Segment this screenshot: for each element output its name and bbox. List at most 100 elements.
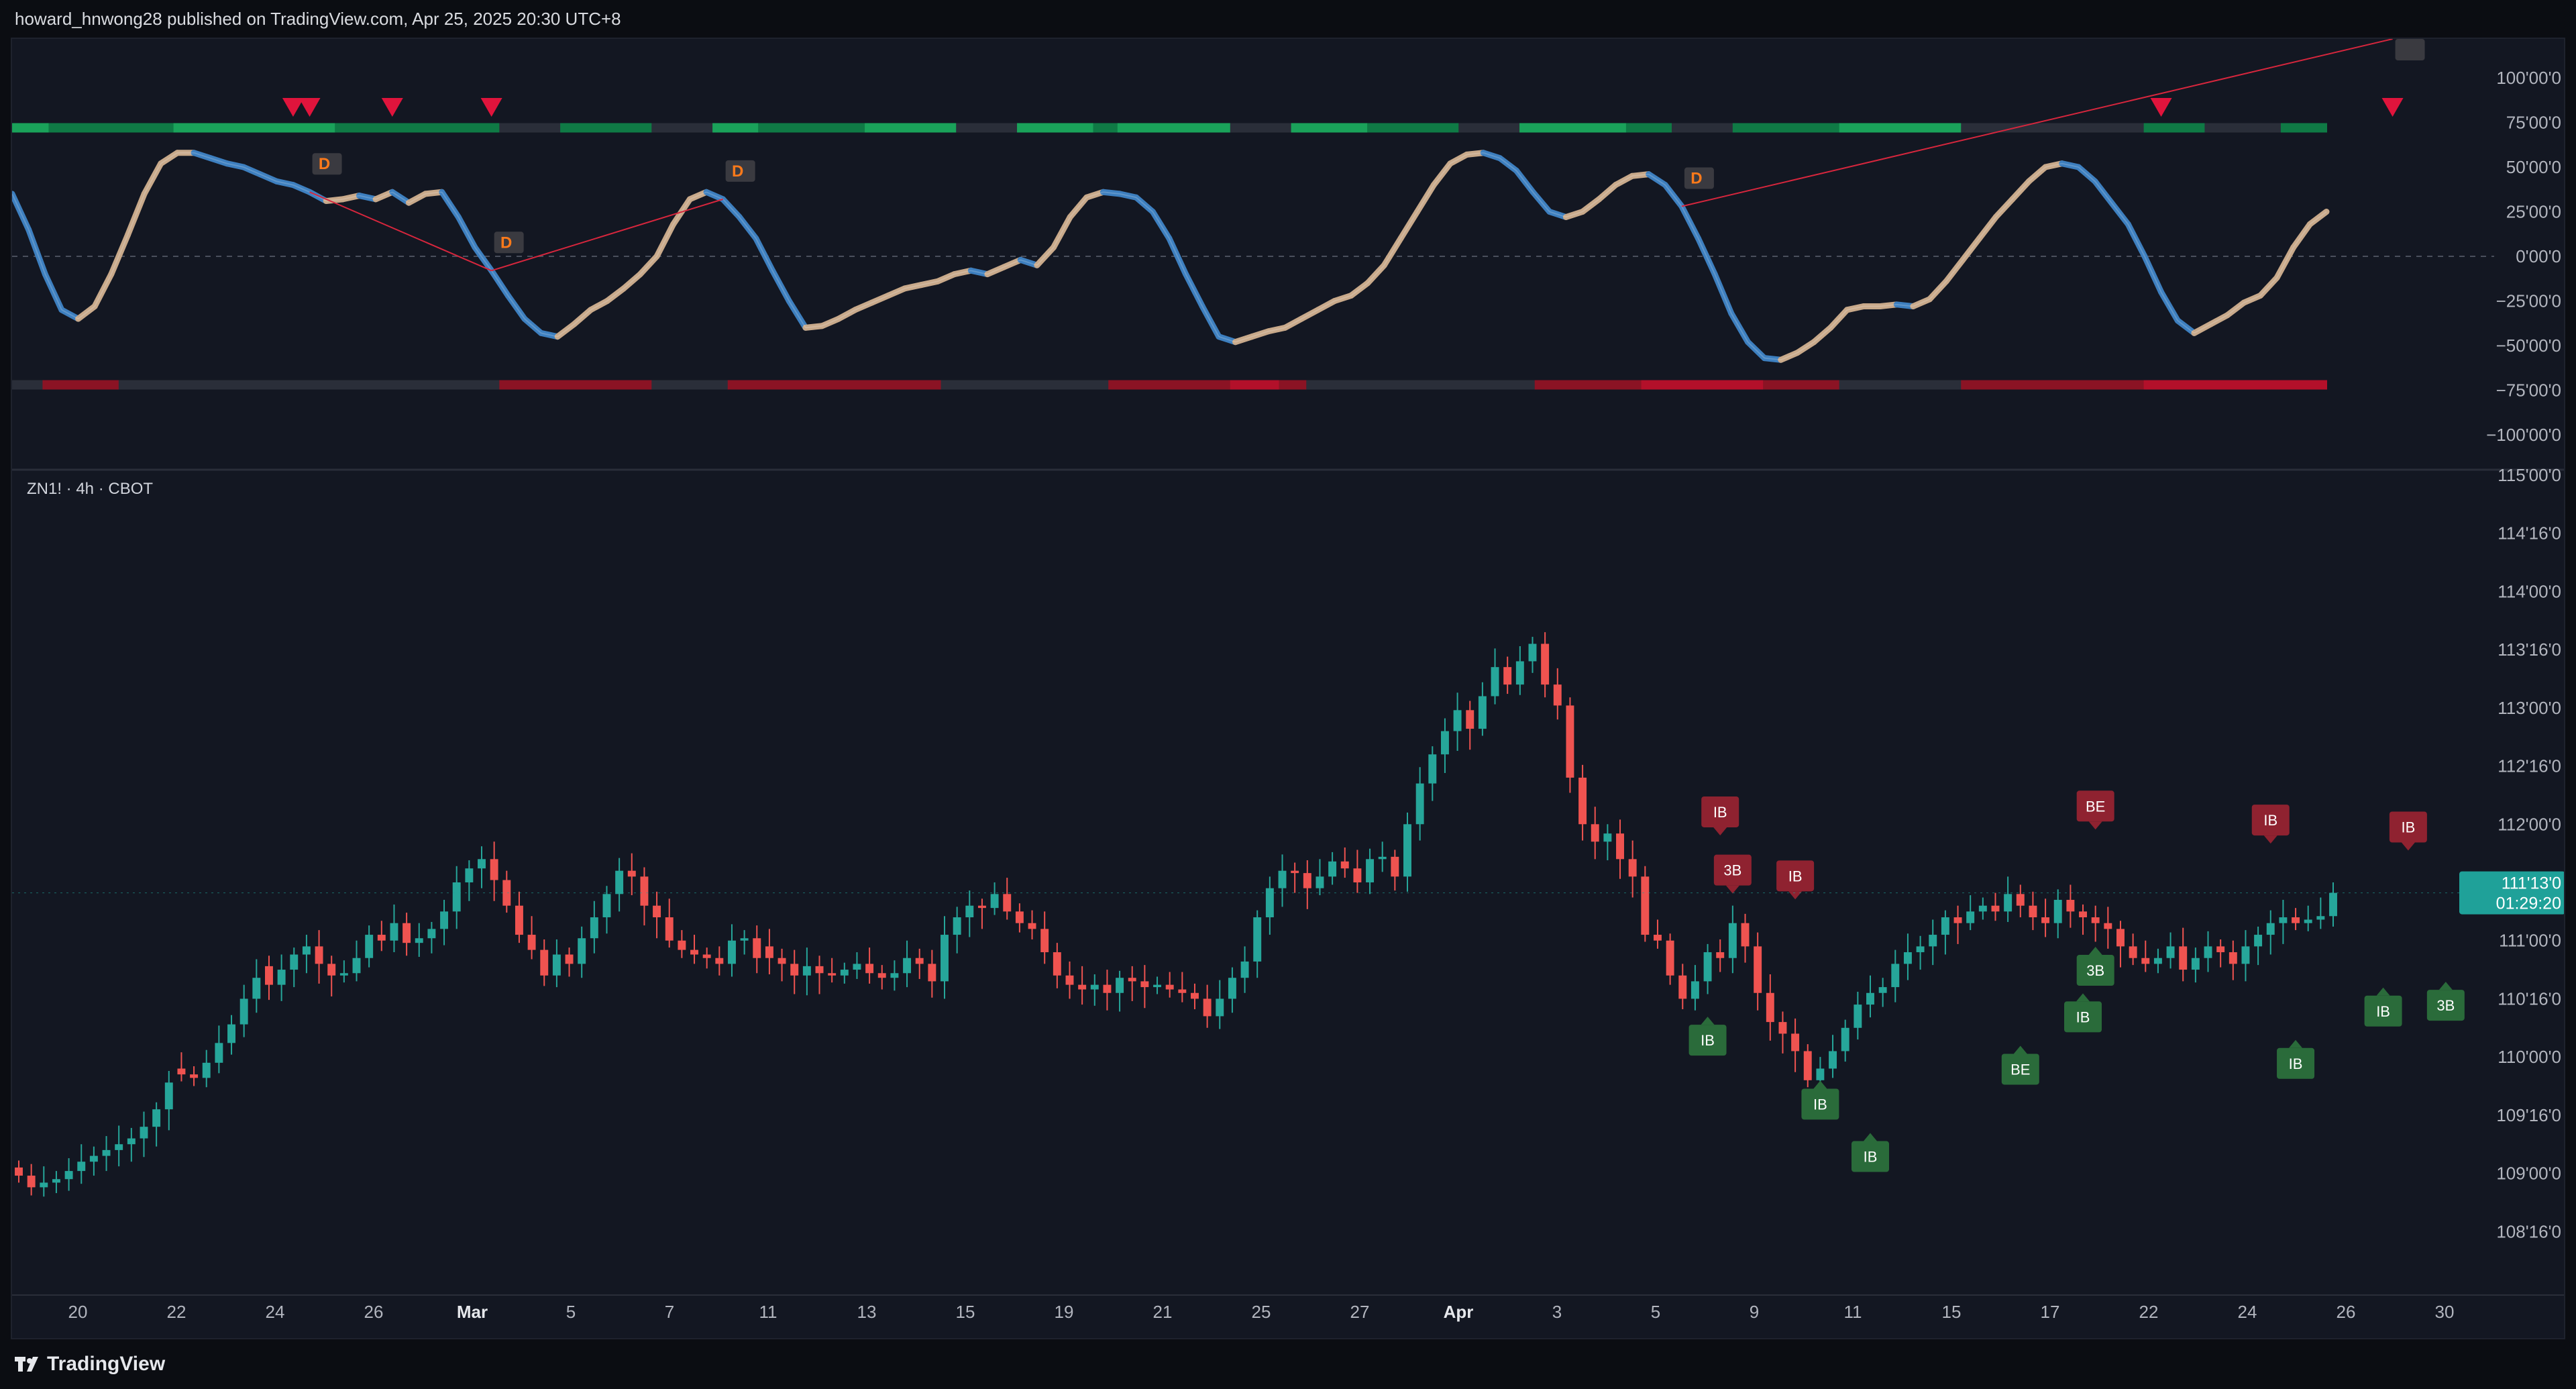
last-price-value: 111'13'0 <box>2502 874 2561 893</box>
candle-body <box>1891 964 1900 988</box>
osc-line-highlight <box>1285 318 1302 329</box>
osc-line-segment <box>720 196 743 220</box>
upper-band-segment <box>1519 123 1627 133</box>
osc-line-highlight <box>954 270 971 275</box>
osc-line-highlight <box>2110 202 2129 225</box>
signal-label-text: IB <box>1713 804 1727 821</box>
candle-body <box>1228 978 1236 999</box>
osc-line-highlight <box>2127 223 2145 257</box>
signal-label-pointer <box>2289 1039 2303 1048</box>
osc-line-segment <box>2092 178 2115 206</box>
candle-body <box>1628 859 1637 877</box>
candle-body <box>2216 946 2225 953</box>
osc-line-highlight <box>937 273 955 282</box>
osc-line-segment <box>58 307 82 322</box>
osc-line-segment <box>75 303 98 322</box>
candle-body <box>990 894 999 909</box>
candle-body <box>190 1074 199 1078</box>
bear-signal-label: 3B <box>1713 854 1752 894</box>
candle-body <box>1816 1068 1825 1080</box>
candle-body <box>1140 981 1149 988</box>
candle-body <box>877 973 886 978</box>
osc-line-segment <box>1678 203 1702 242</box>
candle-body <box>327 964 336 976</box>
osc-line-segment <box>2075 164 2098 185</box>
osc-line-segment <box>1430 160 1454 189</box>
candle-body <box>1240 961 1249 978</box>
osc-line-highlight <box>2292 223 2311 248</box>
osc-line-highlight <box>1847 305 1864 311</box>
signal-label-bg <box>2001 1053 2039 1085</box>
candle-body <box>290 954 299 970</box>
candle-body <box>1929 935 1937 947</box>
osc-line-highlight <box>110 234 129 274</box>
candle-body <box>665 917 674 941</box>
x-axis-label: 30 <box>2435 1302 2455 1322</box>
lower-band-segment <box>727 380 942 390</box>
candle-body <box>77 1162 86 1172</box>
candle-body <box>1541 644 1550 685</box>
candle-body <box>2029 905 2037 918</box>
bull-signal-label: IB <box>1851 1133 1889 1172</box>
bear-signal-triangle <box>299 98 321 117</box>
candle-body <box>1178 989 1187 993</box>
x-axis-label: 24 <box>266 1302 285 1322</box>
candle-body <box>1878 987 1887 993</box>
divergence-label-text: D <box>1690 170 1702 188</box>
candle-body <box>853 964 861 970</box>
bear-signal-label: IB <box>1776 860 1815 900</box>
chart-background <box>12 39 2564 1338</box>
osc-line-highlight <box>921 280 938 286</box>
x-axis-label: Apr <box>1444 1302 1474 1322</box>
osc-line-highlight <box>507 295 525 319</box>
osc-line-highlight <box>1599 184 1617 200</box>
osc-line-highlight <box>606 288 625 302</box>
osc-line-segment <box>1034 244 1057 268</box>
osc-line-highlight <box>1433 163 1451 186</box>
candle-body <box>377 935 386 941</box>
signal-label-text: IB <box>1788 868 1803 884</box>
osc-line-segment <box>521 315 545 336</box>
osc-line-highlight <box>2078 166 2096 183</box>
osc-line-highlight <box>1251 330 1269 338</box>
candle-body <box>115 1144 123 1150</box>
osc-line-segment <box>736 213 759 242</box>
candle-body <box>1028 923 1036 929</box>
osc-line-highlight <box>1218 336 1236 343</box>
osc-line-segment <box>1067 194 1090 220</box>
osc-axis-label: 25'00'0 <box>2506 202 2561 222</box>
chart-canvas[interactable]: 100'00'0 75'00'0 50'00'0 25'00'0 0'00'0 −25'0… <box>12 39 2564 1338</box>
osc-line-highlight <box>871 295 889 304</box>
candle-body <box>2254 935 2263 947</box>
candle-body <box>339 973 348 976</box>
osc-line-highlight <box>888 287 906 297</box>
osc-line-segment <box>1397 209 1421 242</box>
osc-line-segment <box>753 235 776 274</box>
candle-body <box>1353 868 1362 882</box>
candle-body <box>977 905 986 909</box>
upper-band-segment <box>48 123 174 133</box>
lower-band-segment <box>1108 380 1231 390</box>
candle-body <box>777 958 786 964</box>
osc-line-highlight <box>1615 175 1633 186</box>
candle-body <box>2279 917 2288 923</box>
osc-line-highlight <box>1201 306 1220 338</box>
osc-line-highlight <box>1004 259 1021 268</box>
osc-line-segment <box>554 321 578 340</box>
candle-body <box>1941 917 1949 935</box>
osc-axis-label: −50'00'0 <box>2496 336 2561 356</box>
osc-line-highlight <box>623 273 641 289</box>
osc-line-highlight <box>1829 309 1848 329</box>
candle-body <box>578 938 586 964</box>
osc-line-highlight <box>1318 300 1335 311</box>
signal-label-pointer <box>2376 987 2390 996</box>
tradingview-brand[interactable]: TradingView <box>0 1339 2576 1389</box>
x-axis-label: 7 <box>665 1302 674 1322</box>
x-axis-label: 3 <box>1552 1302 1562 1322</box>
candle-body <box>1741 923 1750 947</box>
candle-body <box>1991 905 2000 912</box>
osc-line-segment <box>1513 167 1536 195</box>
osc-line-segment <box>1728 310 1751 346</box>
candle-body <box>540 949 549 976</box>
candle-body <box>2266 923 2275 935</box>
